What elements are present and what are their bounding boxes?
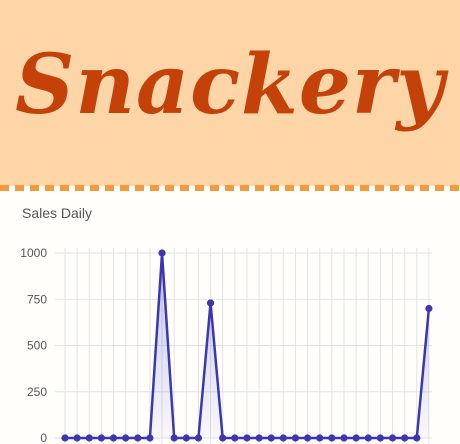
series-area-fill xyxy=(65,253,429,438)
data-point[interactable] xyxy=(316,434,324,442)
data-point[interactable] xyxy=(170,434,178,442)
data-point[interactable] xyxy=(231,434,239,442)
data-point[interactable] xyxy=(388,434,397,442)
y-tick-label: 250 xyxy=(27,385,47,399)
y-tick-label: 500 xyxy=(27,339,47,353)
data-point[interactable] xyxy=(219,434,227,442)
y-axis-ticks: 0 250 500 750 1000 xyxy=(20,246,47,444)
y-tick-label: 0 xyxy=(40,431,47,444)
data-point[interactable] xyxy=(291,434,300,442)
data-point[interactable] xyxy=(158,249,166,257)
data-point[interactable] xyxy=(255,434,263,442)
dashed-divider xyxy=(0,185,460,191)
snackery-logo: Snackery xyxy=(15,37,445,133)
data-point[interactable] xyxy=(97,434,105,442)
data-point[interactable] xyxy=(134,434,142,442)
data-point[interactable] xyxy=(243,434,251,442)
data-point[interactable] xyxy=(194,434,203,442)
y-tick-label: 750 xyxy=(27,292,47,306)
chart-title: Sales Daily xyxy=(22,205,93,221)
data-point[interactable] xyxy=(267,434,275,442)
data-point[interactable] xyxy=(279,434,287,442)
y-tick-label: 1000 xyxy=(20,246,47,260)
data-point[interactable] xyxy=(364,434,372,442)
data-point[interactable] xyxy=(304,434,312,442)
chart-grid xyxy=(55,248,432,444)
data-point[interactable] xyxy=(413,434,421,442)
data-point[interactable] xyxy=(352,434,360,442)
data-point[interactable] xyxy=(61,434,69,442)
chart-points xyxy=(61,249,433,442)
data-point[interactable] xyxy=(206,299,215,307)
data-point[interactable] xyxy=(146,434,154,442)
data-point[interactable] xyxy=(401,434,409,442)
data-point[interactable] xyxy=(340,434,348,442)
data-point[interactable] xyxy=(376,434,384,442)
chart-area xyxy=(65,253,429,438)
data-point[interactable] xyxy=(182,434,190,442)
data-point[interactable] xyxy=(122,434,130,442)
data-point[interactable] xyxy=(328,434,336,442)
data-point[interactable] xyxy=(109,434,118,442)
header-banner: Snackery xyxy=(0,0,460,186)
data-point[interactable] xyxy=(85,434,93,442)
data-point[interactable] xyxy=(425,304,433,313)
data-point[interactable] xyxy=(73,434,81,442)
